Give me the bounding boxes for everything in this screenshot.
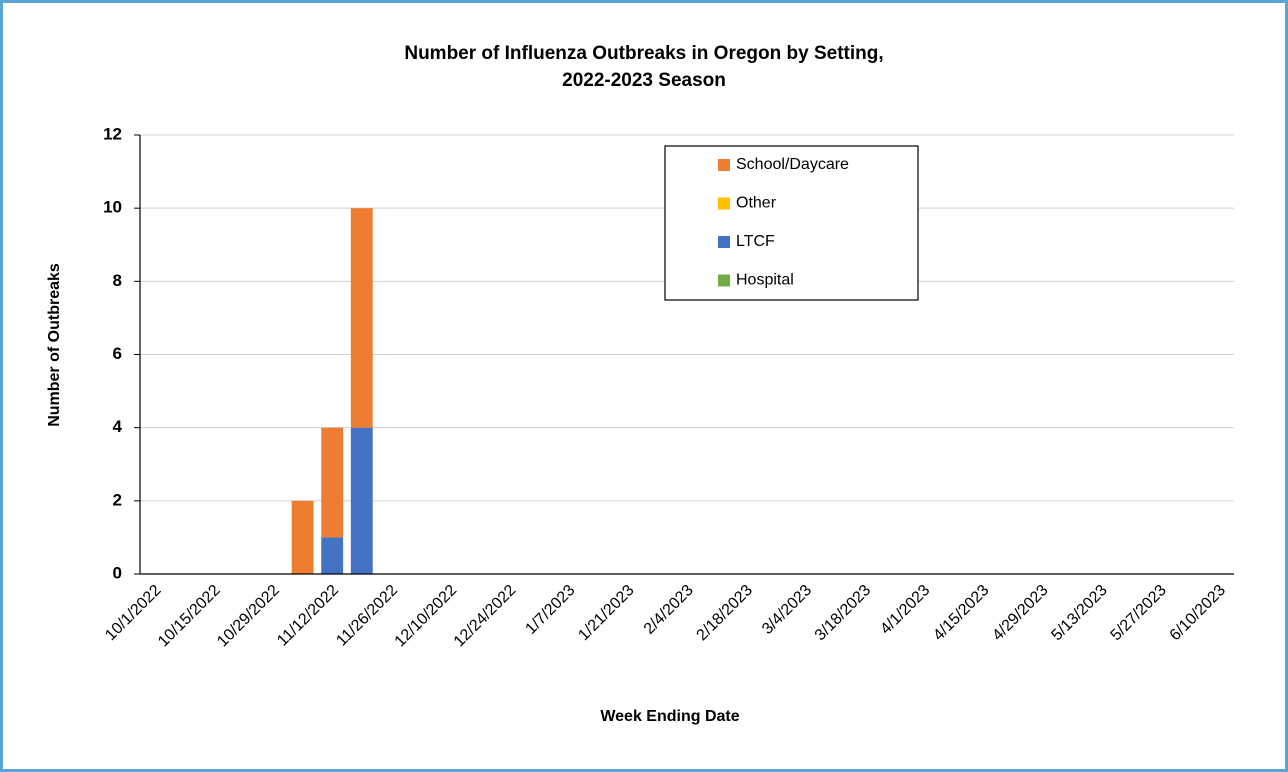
y-tick-label: 6 xyxy=(113,344,122,363)
bar-segment xyxy=(350,208,373,428)
y-axis-label: Number of Outbreaks xyxy=(46,263,63,427)
bar-segment xyxy=(321,427,344,538)
bar-segment xyxy=(291,500,314,574)
chart-title: 2022-2023 Season xyxy=(562,70,726,91)
legend-label: School/Daycare xyxy=(736,156,849,173)
y-tick-label: 2 xyxy=(113,490,122,509)
legend-swatch xyxy=(718,274,730,287)
bar-segment xyxy=(350,427,373,574)
legend-box xyxy=(664,145,919,301)
x-axis-label: Week Ending Date xyxy=(600,708,739,725)
bar-segment xyxy=(321,537,344,574)
legend-swatch xyxy=(718,236,730,248)
y-tick-label: 10 xyxy=(103,198,122,217)
legend-label: Hospital xyxy=(736,272,794,289)
legend-label: LTCF xyxy=(736,233,775,250)
chart-title: Number of Influenza Outbreaks in Oregon … xyxy=(404,43,883,64)
y-tick-label: 12 xyxy=(103,124,122,143)
legend-swatch xyxy=(718,197,730,210)
legend-label: Other xyxy=(736,195,777,212)
y-tick-label: 8 xyxy=(113,271,122,290)
legend-swatch xyxy=(718,159,730,171)
y-tick-label: 0 xyxy=(113,563,122,582)
y-tick-label: 4 xyxy=(113,417,123,436)
